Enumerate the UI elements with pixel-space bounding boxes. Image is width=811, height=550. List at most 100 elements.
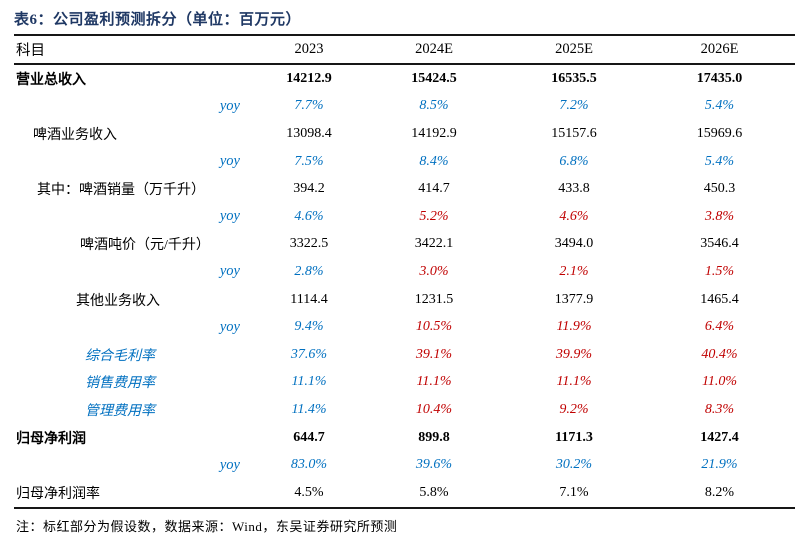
cell-value: 15424.5 — [411, 70, 457, 86]
cell-value: 8.5% — [419, 98, 449, 114]
table-row: 啤酒吨价（元/千升） 3322.5 3422.1 3494.0 3546.4 — [14, 231, 795, 259]
cell-value: 11.1% — [556, 374, 592, 390]
cell-value: 83.0% — [290, 457, 328, 473]
row-label: 啤酒业务收入 — [33, 127, 117, 143]
cell-value: 3.8% — [704, 208, 735, 224]
cell-value: 30.2% — [555, 457, 593, 473]
cell-value: 394.2 — [293, 181, 325, 197]
row-label: yoy — [219, 208, 240, 225]
header-row: 科目 2023 2024E 2025E 2026E — [14, 35, 795, 65]
cell-value: 11.1% — [416, 374, 452, 390]
table-row: yoy 7.5% 8.4% 6.8% 5.4% — [14, 148, 795, 176]
cell-value: 6.4% — [704, 319, 735, 335]
cell-value: 1171.3 — [555, 429, 593, 445]
forecast-table: 科目 2023 2024E 2025E 2026E 营业总收入 14212.9 15424.… — [14, 34, 795, 509]
cell-value: 3.0% — [419, 263, 449, 279]
cell-value: 9.2% — [559, 401, 589, 417]
cell-value: 11.1% — [291, 374, 327, 390]
cell-value: 17435.0 — [696, 70, 743, 86]
cell-value: 7.5% — [294, 153, 324, 169]
column-header: 2023 — [254, 35, 364, 65]
column-header: 2025E — [504, 35, 644, 65]
cell-value: 1.5% — [704, 263, 735, 279]
report-page: 表6：公司盈利预测拆分（单位：百万元） 科目 2023 2024E 2025E 2026… — [14, 12, 795, 534]
cell-value: 10.5% — [415, 319, 453, 335]
row-label: 管理费用率 — [85, 403, 155, 419]
cell-value: 11.4% — [291, 401, 327, 417]
cell-value: 3494.0 — [554, 236, 594, 252]
cell-value: 1377.9 — [554, 291, 594, 307]
cell-value: 2.1% — [559, 263, 589, 279]
cell-value: 4.6% — [559, 208, 589, 224]
table-row: yoy 9.4% 10.5% 11.9% 6.4% — [14, 313, 795, 341]
cell-value: 39.6% — [415, 457, 453, 473]
cell-value: 3422.1 — [414, 236, 454, 252]
cell-value: 8.3% — [704, 401, 735, 417]
cell-value: 39.9% — [555, 346, 593, 362]
table-row: 其他业务收入 1114.4 1231.5 1377.9 1465.4 — [14, 286, 795, 314]
cell-value: 15969.6 — [696, 125, 743, 141]
cell-value: 37.6% — [290, 346, 328, 362]
table-row: 销售费用率 11.1% 11.1% 11.1% 11.0% — [14, 369, 795, 397]
row-label: yoy — [219, 318, 240, 335]
cell-value: 5.2% — [419, 208, 449, 224]
cell-value: 11.0% — [701, 374, 738, 390]
row-label: 啤酒吨价（元/千升） — [80, 238, 210, 254]
cell-value: 1465.4 — [700, 291, 739, 307]
cell-value: 10.4% — [415, 401, 453, 417]
cell-value: 40.4% — [701, 346, 738, 362]
row-label: 归母净利润 — [16, 431, 86, 447]
cell-value: 5.8% — [419, 484, 449, 500]
cell-value: 39.1% — [415, 346, 453, 362]
cell-value: 5.4% — [704, 98, 735, 114]
row-label: 销售费用率 — [85, 376, 155, 392]
source-note: 注：标红部分为假设数，数据来源：Wind，东吴证券研究所预测 — [16, 518, 398, 534]
row-label: 其中：啤酒销量（万千升） — [37, 183, 205, 199]
table-row: 综合毛利率 37.6% 39.1% 39.9% 40.4% — [14, 341, 795, 369]
cell-value: 7.2% — [559, 98, 589, 114]
cell-value: 899.8 — [418, 429, 450, 445]
cell-value: 1427.4 — [700, 429, 739, 445]
cell-value: 1114.4 — [290, 291, 328, 307]
row-label: 归母净利润率 — [16, 486, 100, 502]
row-label: yoy — [219, 97, 240, 114]
table-row: 归母净利润 644.7 899.8 1171.3 1427.4 — [14, 424, 795, 452]
cell-value: 414.7 — [418, 181, 450, 197]
row-label: yoy — [219, 456, 240, 473]
cell-value: 5.4% — [704, 153, 735, 169]
table-row: yoy 7.7% 8.5% 7.2% 5.4% — [14, 93, 795, 121]
cell-value: 450.3 — [703, 181, 736, 197]
table-row: 管理费用率 11.4% 10.4% 9.2% 8.3% — [14, 396, 795, 424]
table-row: yoy 83.0% 39.6% 30.2% 21.9% — [14, 451, 795, 479]
row-label: 营业总收入 — [16, 72, 86, 88]
cell-value: 3322.5 — [289, 236, 329, 252]
cell-value: 8.2% — [704, 484, 735, 500]
cell-value: 3546.4 — [700, 236, 739, 252]
cell-value: 16535.5 — [551, 70, 597, 86]
cell-value: 15157.6 — [551, 125, 597, 141]
table-row: yoy 4.6% 5.2% 4.6% 3.8% — [14, 203, 795, 231]
cell-value: 7.1% — [559, 484, 589, 500]
table-row: 其中：啤酒销量（万千升） 394.2 414.7 433.8 450.3 — [14, 175, 795, 203]
cell-value: 14212.9 — [286, 70, 332, 86]
table-row: 啤酒业务收入 13098.4 14192.9 15157.6 15969.6 — [14, 120, 795, 148]
row-label: yoy — [219, 263, 240, 280]
cell-value: 7.7% — [294, 98, 324, 114]
cell-value: 9.4% — [294, 319, 324, 335]
table-row: yoy 2.8% 3.0% 2.1% 1.5% — [14, 258, 795, 286]
table-row: 归母净利润率 4.5% 5.8% 7.1% 8.2% — [14, 479, 795, 508]
cell-value: 4.6% — [294, 208, 324, 224]
cell-value: 644.7 — [293, 429, 325, 445]
table-title: 表6：公司盈利预测拆分（单位：百万元） — [14, 12, 302, 28]
cell-value: 11.9% — [556, 319, 592, 335]
row-label: 其他业务收入 — [76, 293, 160, 309]
cell-value: 21.9% — [701, 457, 738, 473]
cell-value: 4.5% — [294, 484, 324, 500]
cell-value: 13098.4 — [286, 125, 332, 141]
column-header: 2024E — [364, 35, 504, 65]
cell-value: 14192.9 — [411, 125, 457, 141]
cell-value: 1231.5 — [414, 291, 454, 307]
column-header: 科目 — [14, 35, 254, 65]
cell-value: 2.8% — [294, 263, 324, 279]
cell-value: 433.8 — [558, 181, 590, 197]
